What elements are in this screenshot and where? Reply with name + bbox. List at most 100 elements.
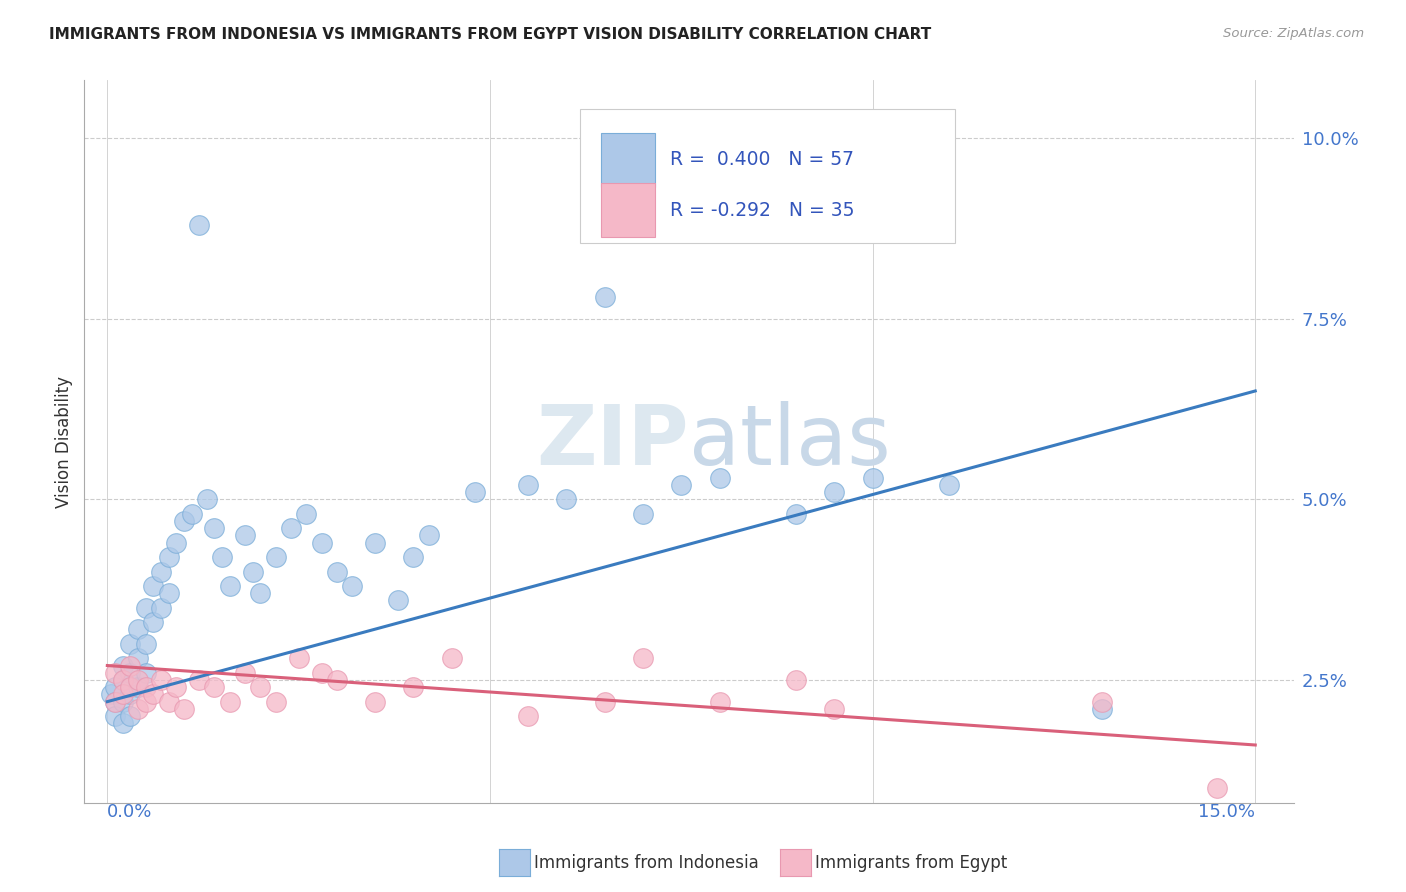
Point [165, 680, 187, 694]
Point [364, 535, 387, 549]
Point [127, 623, 149, 637]
Point [135, 637, 157, 651]
Point [1091, 702, 1114, 716]
Point [593, 290, 616, 304]
Text: Immigrants from Egypt: Immigrants from Egypt [815, 854, 1008, 871]
Point [204, 680, 226, 694]
Point [709, 471, 731, 485]
Point [440, 651, 463, 665]
Point [233, 528, 256, 542]
Point [111, 687, 134, 701]
Point [204, 521, 226, 535]
Point [211, 550, 233, 565]
Point [120, 658, 142, 673]
Text: ZIP: ZIP [537, 401, 689, 482]
Point [104, 695, 127, 709]
Point [326, 673, 349, 687]
Point [280, 521, 302, 535]
Text: Immigrants from Indonesia: Immigrants from Indonesia [534, 854, 759, 871]
Text: R = -0.292   N = 35: R = -0.292 N = 35 [669, 201, 853, 219]
Point [135, 695, 157, 709]
Point [785, 673, 807, 687]
Point [1206, 781, 1229, 796]
Point [100, 687, 122, 701]
Point [120, 665, 142, 680]
Point [120, 680, 142, 694]
Point [464, 485, 486, 500]
Point [242, 565, 264, 579]
Bar [600, 133, 655, 186]
Point [364, 695, 387, 709]
Point [188, 218, 211, 232]
Point [157, 695, 180, 709]
Point [165, 535, 187, 549]
Point [111, 716, 134, 731]
Point [127, 702, 149, 716]
Point [938, 478, 960, 492]
Point [127, 651, 149, 665]
Point [135, 600, 157, 615]
Point [104, 680, 127, 694]
Point [135, 665, 157, 680]
Text: IMMIGRANTS FROM INDONESIA VS IMMIGRANTS FROM EGYPT VISION DISABILITY CORRELATION: IMMIGRANTS FROM INDONESIA VS IMMIGRANTS … [49, 27, 931, 42]
Point [631, 651, 654, 665]
Point [218, 695, 240, 709]
Text: R =  0.400   N = 57: R = 0.400 N = 57 [669, 150, 853, 169]
Point [188, 673, 211, 687]
Point [402, 680, 425, 694]
Point [418, 528, 440, 542]
Point [593, 695, 616, 709]
Point [387, 593, 409, 607]
Point [671, 478, 693, 492]
Point [517, 709, 540, 723]
Point [555, 492, 578, 507]
Point [311, 665, 333, 680]
Point [785, 507, 807, 521]
Point [149, 673, 172, 687]
Point [111, 658, 134, 673]
Point [218, 579, 240, 593]
Point [233, 665, 256, 680]
Point [180, 507, 202, 521]
Point [142, 615, 165, 630]
Point [142, 687, 165, 701]
Text: 15.0%: 15.0% [1198, 803, 1256, 821]
Text: Source: ZipAtlas.com: Source: ZipAtlas.com [1223, 27, 1364, 40]
Point [104, 695, 127, 709]
Point [709, 695, 731, 709]
Point [142, 579, 165, 593]
Point [111, 673, 134, 687]
Point [157, 550, 180, 565]
Point [120, 709, 142, 723]
Point [264, 695, 287, 709]
Point [120, 637, 142, 651]
Point [127, 673, 149, 687]
Point [195, 492, 218, 507]
Point [249, 586, 271, 600]
Point [111, 695, 134, 709]
Bar [600, 183, 655, 237]
Point [631, 507, 654, 521]
Point [111, 673, 134, 687]
Point [157, 586, 180, 600]
Point [104, 665, 127, 680]
Point [823, 485, 845, 500]
Point [287, 651, 309, 665]
Y-axis label: Vision Disability: Vision Disability [55, 376, 73, 508]
Point [149, 565, 172, 579]
Point [120, 687, 142, 701]
Point [295, 507, 318, 521]
Point [104, 709, 127, 723]
Text: atlas: atlas [689, 401, 890, 482]
Point [342, 579, 364, 593]
Point [149, 600, 172, 615]
Point [173, 514, 195, 528]
Point [862, 471, 884, 485]
Point [249, 680, 271, 694]
Point [402, 550, 425, 565]
Point [135, 680, 157, 694]
Text: 0.0%: 0.0% [107, 803, 153, 821]
Point [173, 702, 195, 716]
Point [264, 550, 287, 565]
Point [326, 565, 349, 579]
